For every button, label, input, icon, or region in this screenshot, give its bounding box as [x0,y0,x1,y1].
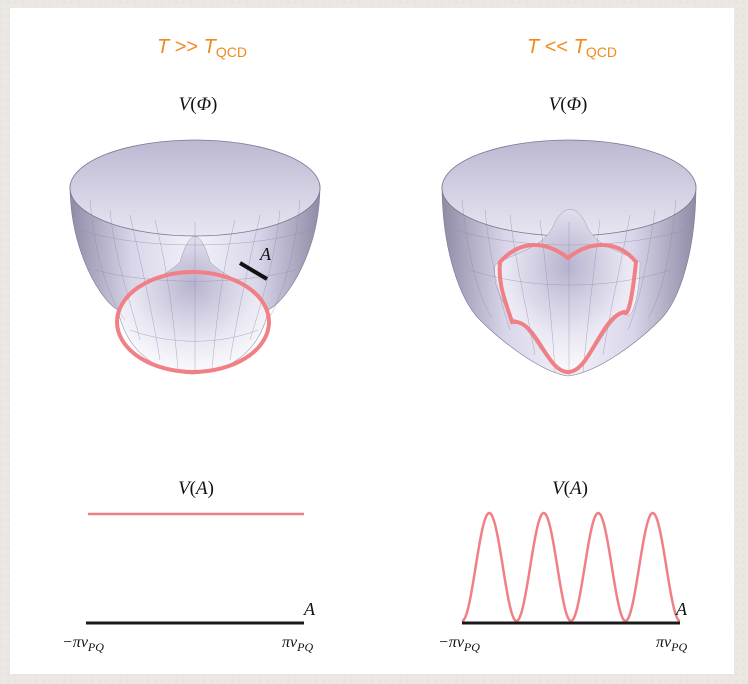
right-panel-title: T << TQCD [526,36,618,60]
left-mesh-lines [79,199,311,374]
left-tick-min: −πvPQ [62,634,104,654]
left-panel-title: T >> TQCD [156,36,248,60]
left-potential-label: V(Φ) [178,94,218,115]
right-mesh-lines [454,199,686,376]
left-plot-label: V(A) [178,478,214,499]
left-axis-label: A [303,599,316,619]
right-tick-min: −πvPQ [438,634,480,654]
left-plot: A −πvPQ πvPQ [62,512,316,654]
left-marker-label: A [259,244,272,264]
right-axis-label: A [675,599,688,619]
left-valley-circle [115,270,271,374]
right-plot: A −πvPQ πvPQ [438,511,688,654]
right-cosine-curve [461,511,681,623]
right-potential-label: V(Φ) [548,94,588,115]
right-potential-surface [441,139,697,377]
left-tick-max: πvPQ [282,634,313,654]
right-tick-max: πvPQ [656,634,687,654]
right-valley-curve [497,243,639,375]
right-plot-label: V(A) [552,478,588,499]
left-potential-surface: A [69,139,321,375]
left-marker-A [238,261,269,281]
